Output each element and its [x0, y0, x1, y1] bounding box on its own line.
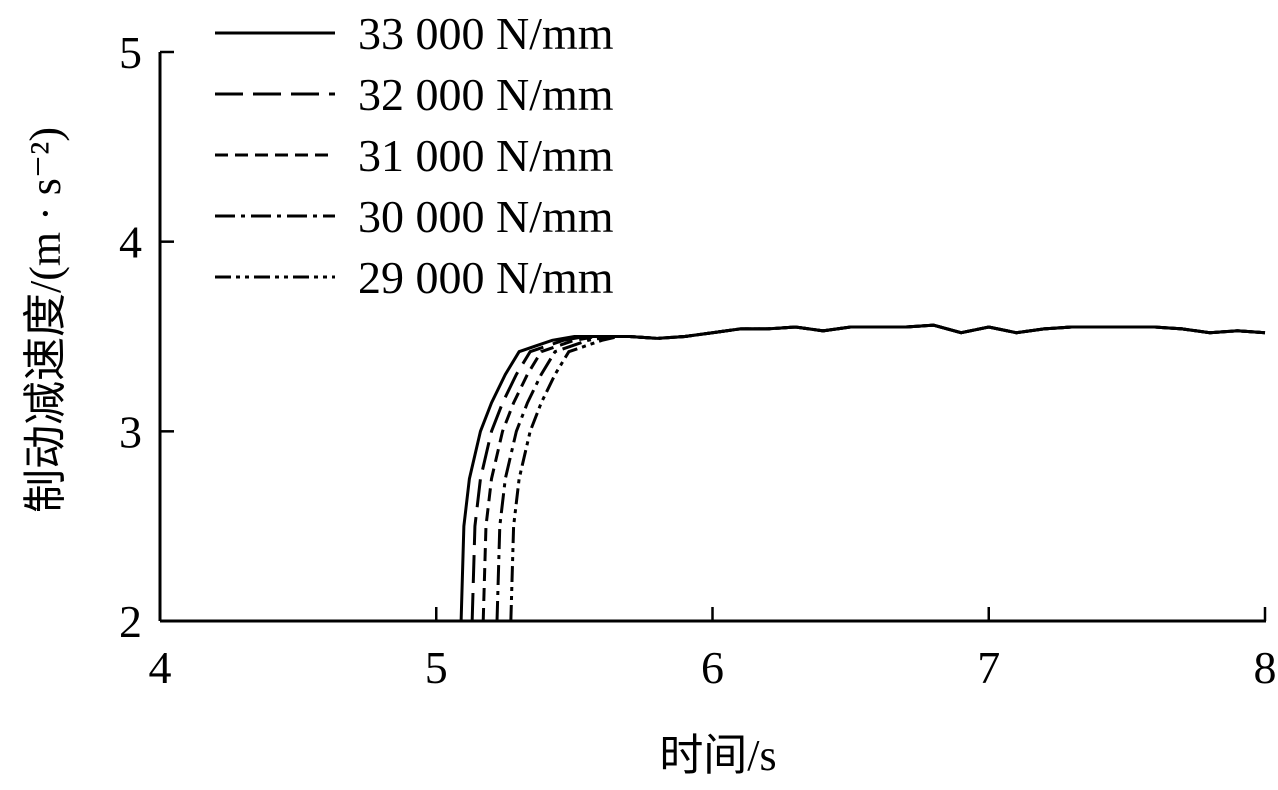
- legend-label: 32 000 N/mm: [358, 69, 614, 120]
- y-tick-label: 5: [119, 27, 142, 78]
- legend-label: 33 000 N/mm: [358, 8, 614, 59]
- y-tick-label: 2: [119, 596, 142, 647]
- data-line: [481, 323, 1266, 622]
- y-tick-label: 4: [119, 217, 142, 268]
- data-line: [470, 323, 1266, 622]
- x-tick-label: 6: [701, 642, 724, 693]
- x-axis-label: 时间/s: [659, 731, 776, 780]
- y-tick-label: 3: [119, 406, 142, 457]
- legend-label: 29 000 N/mm: [358, 252, 614, 303]
- x-tick-label: 5: [425, 642, 448, 693]
- x-tick-label: 4: [149, 642, 172, 693]
- plot-area: [459, 323, 1266, 622]
- x-tick-label: 8: [1254, 642, 1277, 693]
- legend-label: 30 000 N/mm: [358, 191, 614, 242]
- data-line: [509, 323, 1266, 622]
- y-axis-label: 制动减速度/(m · s⁻²): [21, 127, 70, 513]
- data-line: [495, 323, 1266, 622]
- data-line: [459, 323, 1266, 622]
- legend-label: 31 000 N/mm: [358, 130, 614, 181]
- x-tick-label: 7: [977, 642, 1000, 693]
